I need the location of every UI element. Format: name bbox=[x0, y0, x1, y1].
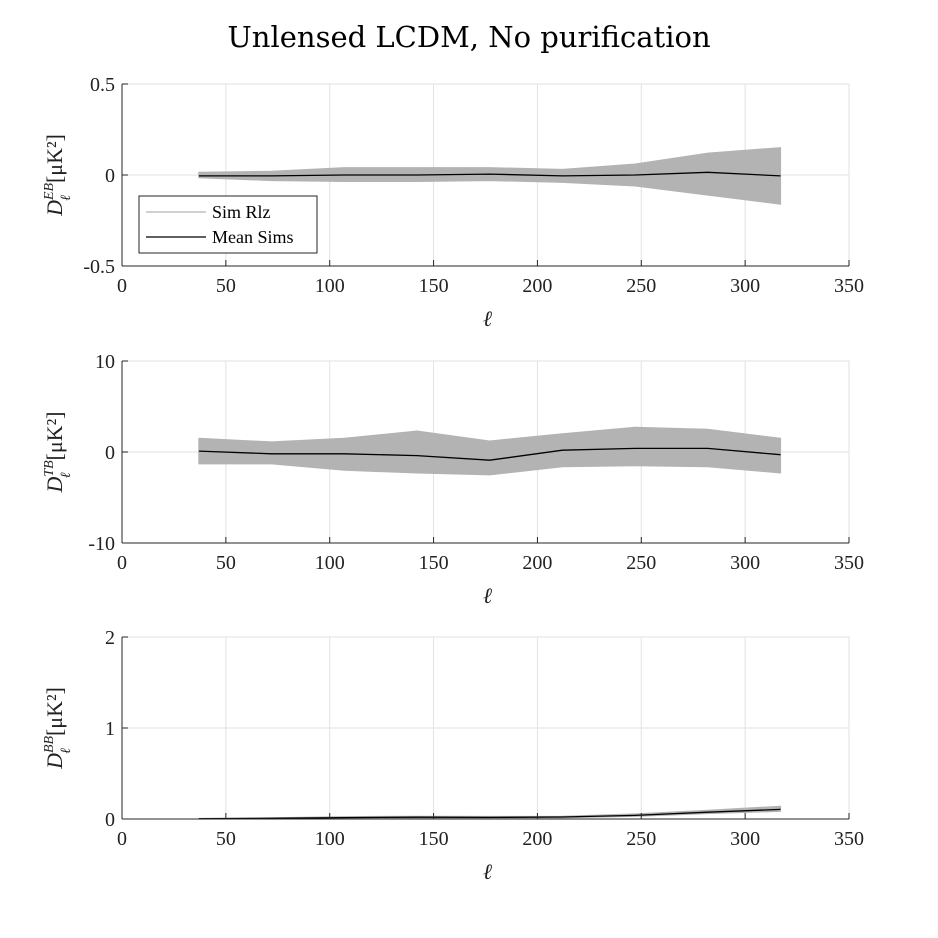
x-tick-label: 200 bbox=[522, 828, 552, 850]
y-tick-label: 10 bbox=[95, 351, 115, 373]
x-tick-label: 0 bbox=[117, 828, 127, 850]
legend-label-sim-rlz: Sim Rlz bbox=[212, 202, 271, 222]
x-tick-label: 150 bbox=[419, 828, 449, 850]
x-tick-label: 200 bbox=[522, 552, 552, 574]
legend: Sim Rlz Mean Sims bbox=[138, 195, 318, 254]
x-tick-label: 50 bbox=[216, 828, 236, 850]
x-tick-label: 350 bbox=[834, 275, 864, 297]
y-label-subscript: ℓ bbox=[59, 748, 74, 754]
y-tick-label: 2 bbox=[105, 627, 115, 649]
y-axis-label: DBB ℓ [μK²] bbox=[42, 687, 74, 770]
figure-title: Unlensed LCDM, No purification bbox=[227, 20, 711, 54]
y-label-units: [μK²] bbox=[42, 687, 67, 736]
mean-sims-line bbox=[198, 447, 781, 461]
y-axis-label: DEB ℓ [μK²] bbox=[42, 134, 74, 217]
x-tick-label: 300 bbox=[730, 828, 760, 850]
y-label-base: D bbox=[42, 477, 67, 494]
x-tick-label: 300 bbox=[730, 552, 760, 574]
x-tick-label: 0 bbox=[117, 275, 127, 297]
y-label-subscript: ℓ bbox=[59, 195, 74, 201]
x-tick-label: 250 bbox=[626, 275, 656, 297]
x-tick-label: 350 bbox=[834, 828, 864, 850]
x-axis-label: ℓ bbox=[483, 859, 493, 884]
y-label-base: D bbox=[42, 753, 67, 770]
x-tick-label: 300 bbox=[730, 275, 760, 297]
y-label-superscript: BB bbox=[42, 735, 57, 753]
x-tick-label: 50 bbox=[216, 275, 236, 297]
y-tick-label: -10 bbox=[88, 533, 115, 555]
y-tick-label: 0 bbox=[105, 809, 115, 831]
y-tick-label: -0.5 bbox=[83, 256, 115, 278]
x-tick-label: 250 bbox=[626, 552, 656, 574]
mean-sims-line bbox=[198, 171, 781, 177]
x-tick-label: 0 bbox=[117, 552, 127, 574]
x-tick-label: 350 bbox=[834, 552, 864, 574]
y-axis-label: DTB ℓ [μK²] bbox=[42, 411, 74, 493]
x-tick-label: 100 bbox=[315, 275, 345, 297]
y-tick-label: 0 bbox=[105, 165, 115, 187]
y-label-units: [μK²] bbox=[42, 411, 67, 460]
x-tick-label: 100 bbox=[315, 552, 345, 574]
mean-sims-line bbox=[198, 808, 781, 820]
x-tick-label: 50 bbox=[216, 552, 236, 574]
x-axis-label: ℓ bbox=[483, 583, 493, 608]
y-label-superscript: EB bbox=[42, 182, 57, 201]
y-tick-label: 0 bbox=[105, 442, 115, 464]
y-label-superscript: TB bbox=[42, 460, 57, 477]
y-label-units: [μK²] bbox=[42, 134, 67, 183]
legend-label-mean-sims: Mean Sims bbox=[212, 227, 294, 247]
y-label-base: D bbox=[42, 200, 67, 217]
sim-realizations-band bbox=[198, 426, 782, 476]
y-tick-label: 1 bbox=[105, 718, 115, 740]
x-tick-label: 200 bbox=[522, 275, 552, 297]
x-tick-label: 250 bbox=[626, 828, 656, 850]
y-tick-label: 0.5 bbox=[90, 74, 115, 96]
x-tick-label: 150 bbox=[419, 275, 449, 297]
x-axis-label: ℓ bbox=[483, 306, 493, 331]
sim-realizations-band bbox=[198, 147, 782, 205]
x-tick-label: 100 bbox=[315, 828, 345, 850]
y-label-subscript: ℓ bbox=[59, 472, 74, 478]
legend-box bbox=[138, 195, 318, 254]
x-tick-label: 150 bbox=[419, 552, 449, 574]
